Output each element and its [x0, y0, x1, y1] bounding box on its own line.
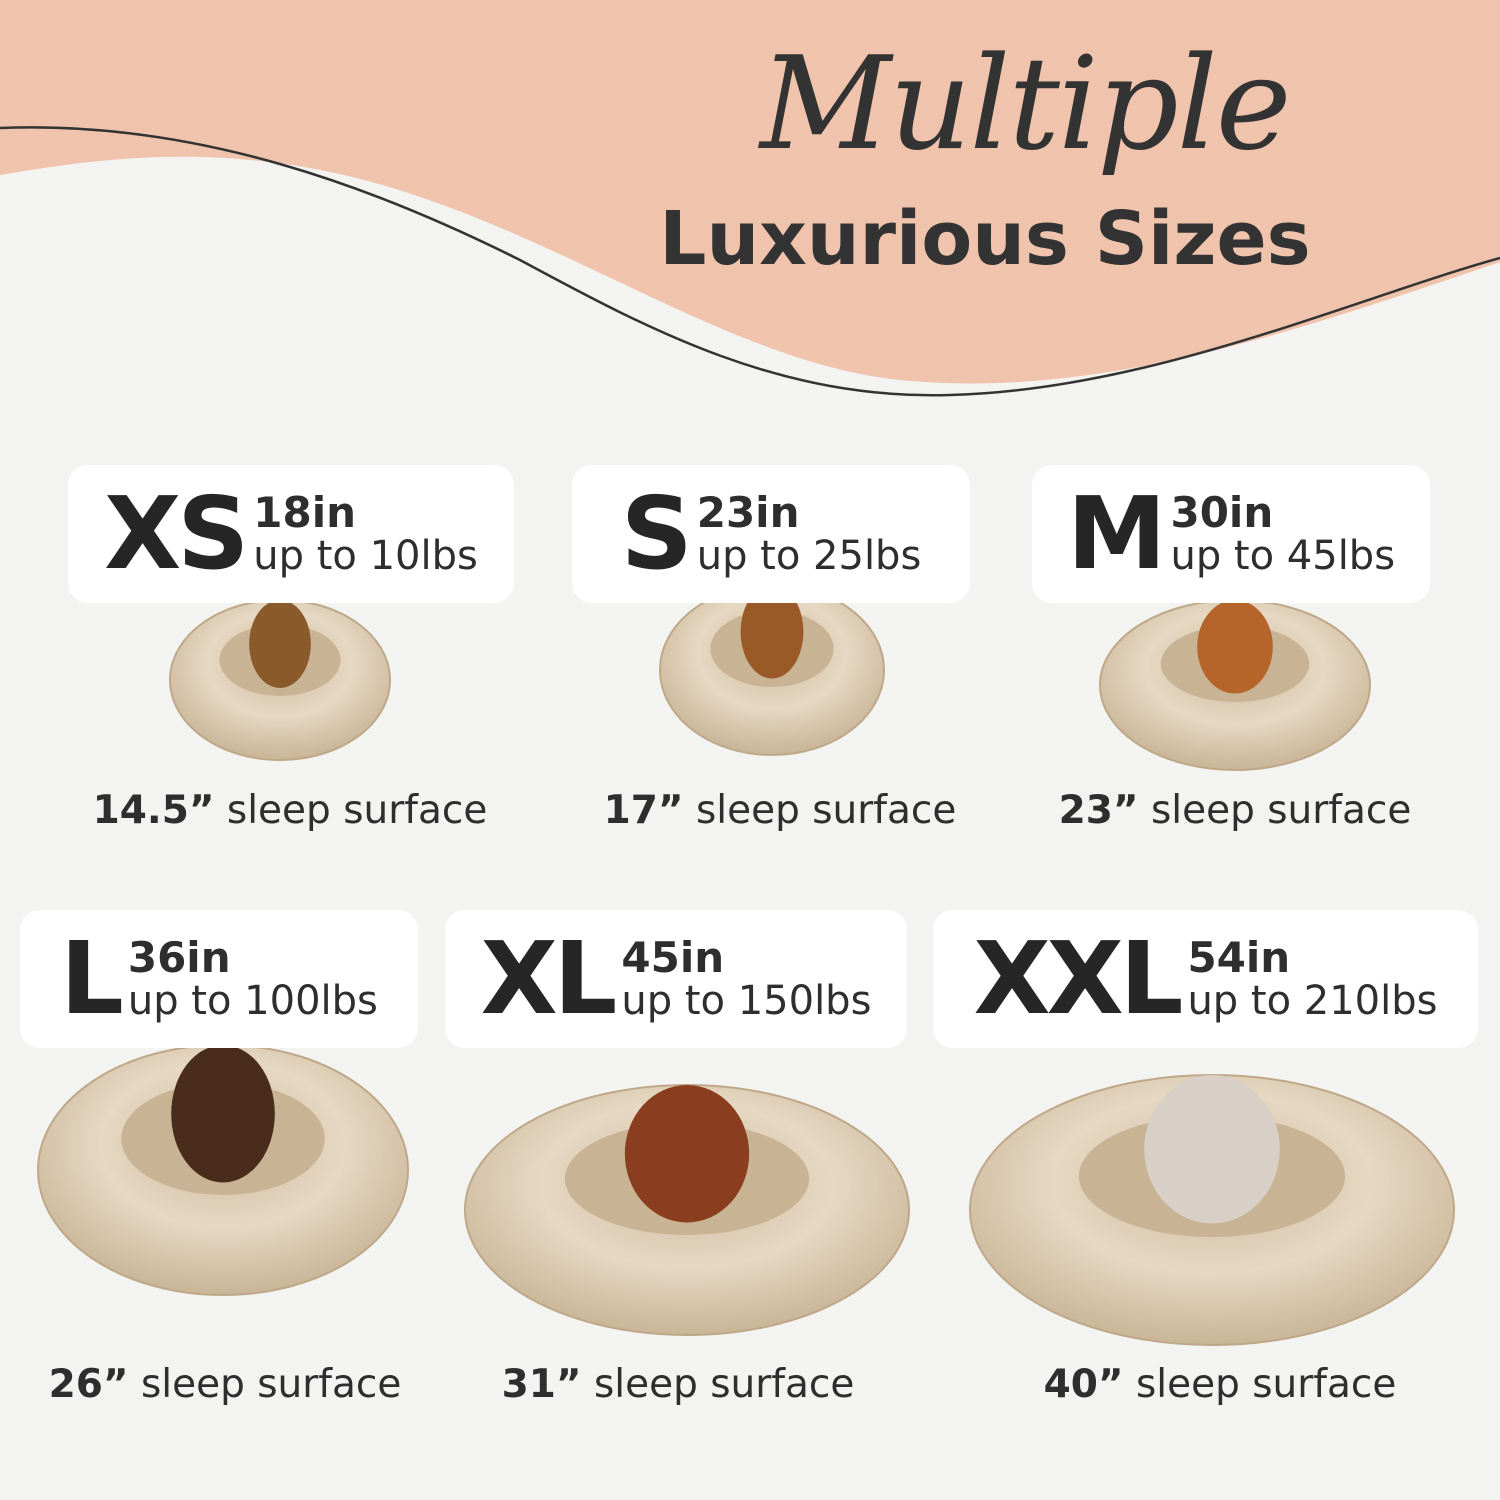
size-label: XXL: [973, 920, 1184, 1037]
dog-bed-image: [37, 1044, 409, 1296]
surface-label: sleep surface: [140, 1362, 402, 1407]
dog-image: [1197, 600, 1273, 694]
size-card-xxl: XXL 54in up to 210lbs: [933, 910, 1478, 1048]
weight-limit: up to 210lbs: [1187, 978, 1438, 1025]
sleep-surface-caption: 31” sleep surface: [458, 1362, 898, 1407]
sleep-surface-caption: 40” sleep surface: [1000, 1362, 1440, 1407]
diameter: 30in: [1170, 487, 1274, 537]
size-card-xl: XL 45in up to 150lbs: [445, 910, 907, 1048]
surface-label: sleep surface: [226, 788, 488, 833]
dog-image: [740, 585, 804, 679]
size-label: S: [620, 475, 693, 592]
size-label: M: [1066, 475, 1166, 592]
dog-image: [249, 600, 311, 688]
surface-size: 23”: [1058, 788, 1139, 833]
diameter: 45in: [621, 932, 725, 982]
diameter: 18in: [253, 487, 357, 537]
surface-size: 14.5”: [92, 788, 215, 833]
sleep-surface-caption: 26” sleep surface: [5, 1362, 445, 1407]
dog-bed-image: [464, 1084, 910, 1336]
surface-size: 40”: [1043, 1362, 1124, 1407]
dog-image: [1144, 1075, 1280, 1224]
weight-limit: up to 150lbs: [621, 978, 872, 1025]
weight-limit: up to 25lbs: [696, 533, 922, 580]
size-card-s: S 23in up to 25lbs: [572, 465, 970, 603]
dog-image: [171, 1045, 275, 1183]
diameter: 36in: [127, 932, 231, 982]
size-label: L: [60, 920, 124, 1037]
sleep-surface-caption: 17” sleep surface: [560, 788, 1000, 833]
weight-limit: up to 10lbs: [253, 533, 478, 580]
diameter: 54in: [1187, 932, 1291, 982]
size-card-l: L 36in up to 100lbs: [20, 910, 418, 1048]
surface-label: sleep surface: [1135, 1362, 1397, 1407]
size-card-m: M 30in up to 45lbs: [1032, 465, 1430, 603]
surface-size: 17”: [603, 788, 684, 833]
weight-limit: up to 45lbs: [1170, 533, 1396, 580]
surface-label: sleep surface: [1150, 788, 1412, 833]
weight-limit: up to 100lbs: [127, 978, 378, 1025]
size-label: XS: [104, 475, 249, 592]
sleep-surface-caption: 23” sleep surface: [1015, 788, 1455, 833]
surface-label: sleep surface: [695, 788, 957, 833]
dog-image: [624, 1085, 750, 1223]
surface-size: 31”: [501, 1362, 582, 1407]
dog-bed-image: [969, 1074, 1455, 1346]
surface-label: sleep surface: [593, 1362, 855, 1407]
script-title: Multiple: [760, 30, 1291, 179]
sleep-surface-caption: 14.5” sleep surface: [70, 788, 510, 833]
size-label: XL: [480, 920, 618, 1037]
headline: Luxurious Sizes: [659, 196, 1311, 282]
size-card-xs: XS 18in up to 10lbs: [68, 465, 514, 603]
dog-bed-image: [169, 599, 391, 761]
surface-size: 26”: [48, 1362, 129, 1407]
diameter: 23in: [696, 487, 800, 537]
